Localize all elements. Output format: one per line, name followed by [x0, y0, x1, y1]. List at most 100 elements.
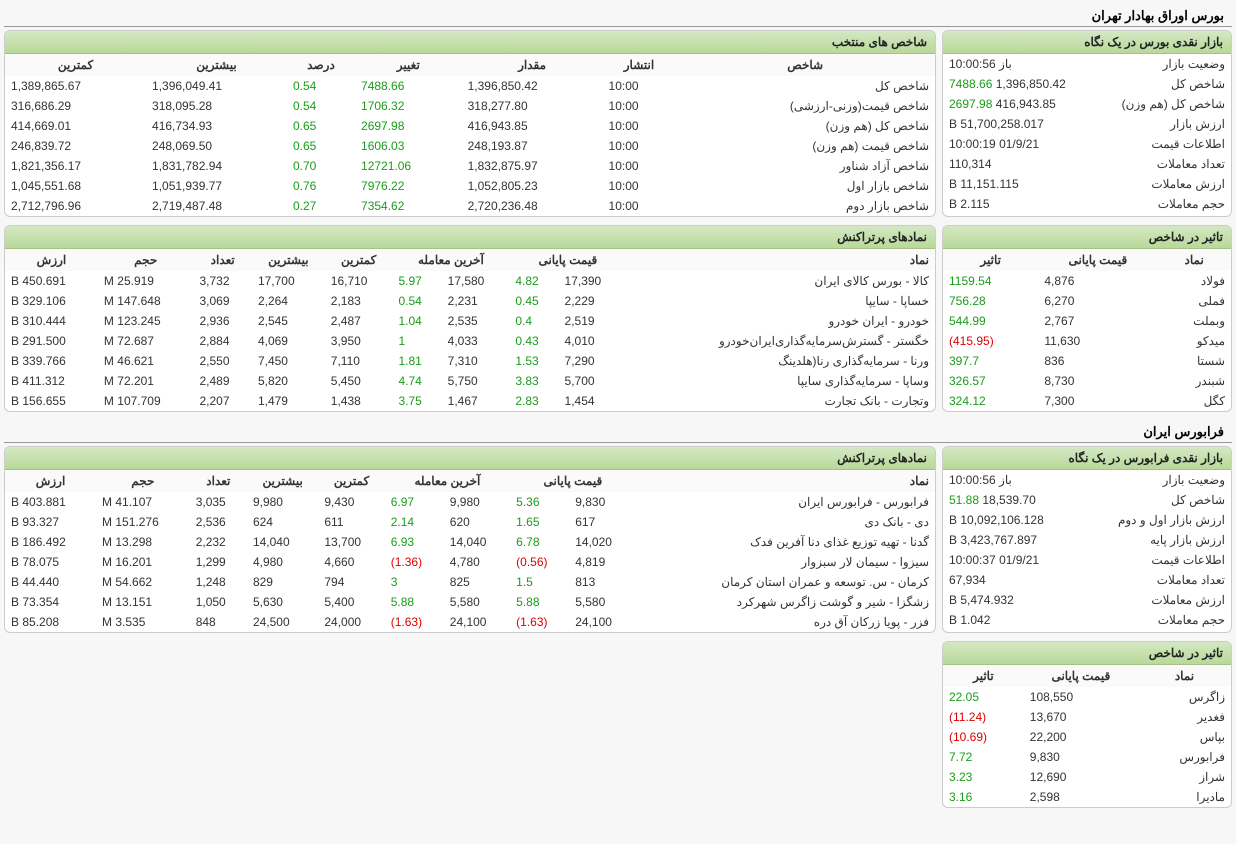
index-row[interactable]: شاخص قیمت (هم وزن)10:00248,193.871606.03…	[5, 136, 935, 156]
index-row[interactable]: شاخص کل10:001,396,850.427488.660.541,396…	[5, 76, 935, 96]
cell: 7,310	[442, 351, 510, 371]
cell: 825	[444, 572, 510, 592]
cell: 1,821,356.17	[5, 156, 146, 176]
cell: خودرو - ایران خودرو	[626, 311, 935, 331]
cell: 416,734.93	[146, 116, 287, 136]
col-min[interactable]: کمترین	[325, 249, 393, 271]
index-row[interactable]: شاخص بازار دوم10:002,720,236.487354.620.…	[5, 196, 935, 216]
glance-row: تعداد معاملات110,314	[943, 154, 1231, 174]
cell: خساپا - سایپا	[626, 291, 935, 311]
effect-row[interactable]: بپاس22,200(10.69)	[943, 727, 1231, 747]
glance-value: 51,700,258.017 B	[943, 114, 1087, 134]
effect-row[interactable]: فغدیر13,670(11.24)	[943, 707, 1231, 727]
col-index[interactable]: شاخص	[675, 54, 935, 76]
col-publish[interactable]: انتشار	[603, 54, 676, 76]
cell: 5,630	[247, 592, 318, 612]
cell: (1.63)	[510, 612, 569, 632]
col-effect[interactable]: تاثیر	[943, 665, 1024, 687]
col-symbol[interactable]: نماد	[1157, 249, 1231, 271]
cell: 2.83	[509, 391, 558, 411]
col-volume[interactable]: حجم	[96, 470, 190, 492]
cell: 16,710	[325, 271, 393, 291]
col-last-trade[interactable]: آخرین معامله	[393, 249, 510, 271]
index-row[interactable]: شاخص کل (هم وزن)10:00416,943.852697.980.…	[5, 116, 935, 136]
symbol-row[interactable]: خودرو - ایران خودرو2,5190.42,5351.042,48…	[5, 311, 935, 331]
effect-row[interactable]: مادیرا2,5983.16	[943, 787, 1231, 807]
col-last-trade[interactable]: آخرین معامله	[385, 470, 510, 492]
cell: 291.500 B	[5, 331, 98, 351]
col-symbol[interactable]: نماد	[626, 249, 935, 271]
symbol-row[interactable]: فرابورس - فرابورس ایران9,8305.369,9806.9…	[5, 492, 935, 512]
col-final-price[interactable]: قیمت پایانی	[1038, 249, 1157, 271]
price-cell: 2,767	[1038, 311, 1157, 331]
col-value[interactable]: مقدار	[462, 54, 603, 76]
effect-row[interactable]: شبندر8,730326.57	[943, 371, 1231, 391]
effect-row[interactable]: زاگرس108,55022.05	[943, 687, 1231, 707]
symbol-row[interactable]: وساپا - سرمایه‌گذاری سایپا5,7003.835,750…	[5, 371, 935, 391]
symbol-row[interactable]: خگستر - گسترش‌سرمایه‌گذاری‌ایران‌خودرو4,…	[5, 331, 935, 351]
index-row[interactable]: شاخص بازار اول10:001,052,805.237976.220.…	[5, 176, 935, 196]
symbol-row[interactable]: زشگزا - شیر و گوشت زاگرس شهرکرد5,5805.88…	[5, 592, 935, 612]
effect-row[interactable]: فرابورس9,8307.72	[943, 747, 1231, 767]
price-cell: 9,830	[1024, 747, 1138, 767]
col-change[interactable]: تغییر	[355, 54, 462, 76]
col-final-price[interactable]: قیمت پایانی	[509, 249, 626, 271]
col-symbol[interactable]: نماد	[1138, 665, 1231, 687]
cell: گدنا - تهیه توزیع غذای دنا آفرین فدک	[636, 532, 935, 552]
cell: دی - بانک دی	[636, 512, 935, 532]
cell: 2,229	[559, 291, 627, 311]
col-arzesh[interactable]: ارزش	[5, 249, 98, 271]
col-count[interactable]: تعداد	[190, 470, 247, 492]
glance-key: شاخص کل (هم وزن)	[1087, 94, 1231, 114]
cell: 2,545	[252, 311, 325, 331]
cell: 1,396,850.42	[462, 76, 603, 96]
col-arzesh[interactable]: ارزش	[5, 470, 96, 492]
glance-value: 3,423,767.897 B	[943, 530, 1087, 550]
effect-row[interactable]: شراز12,6903.23	[943, 767, 1231, 787]
symbol-cell: وبملت	[1157, 311, 1231, 331]
index-row[interactable]: شاخص آزاد شناور10:001,832,875.9712721.06…	[5, 156, 935, 176]
price-cell: 13,670	[1024, 707, 1138, 727]
symbol-row[interactable]: دی - بانک دی6171.656202.146116242,536151…	[5, 512, 935, 532]
col-symbol[interactable]: نماد	[636, 470, 935, 492]
col-effect[interactable]: تاثیر	[943, 249, 1038, 271]
effect-row[interactable]: وبملت2,767544.99	[943, 311, 1231, 331]
col-min[interactable]: کمترین	[318, 470, 384, 492]
col-max[interactable]: بیشترین	[146, 54, 287, 76]
cell: 10:00	[603, 196, 676, 216]
cell: 1.53	[509, 351, 558, 371]
col-count[interactable]: تعداد	[194, 249, 252, 271]
col-volume[interactable]: حجم	[98, 249, 194, 271]
cell: 1,479	[252, 391, 325, 411]
ifb-glance-table: وضعیت بازارباز 10:00:56شاخص کل18,539.70 …	[943, 470, 1231, 630]
effect-row[interactable]: فملی6,270756.28	[943, 291, 1231, 311]
symbol-row[interactable]: وتجارت - بانک تجارت1,4542.831,4673.751,4…	[5, 391, 935, 411]
cell: 2,712,796.96	[5, 196, 146, 216]
cell: 414,669.01	[5, 116, 146, 136]
effect-row[interactable]: فولاد4,8761159.54	[943, 271, 1231, 291]
effect-row[interactable]: میدکو11,630(415.95)	[943, 331, 1231, 351]
symbol-row[interactable]: سیزوا - سیمان لار سبزوار4,819(0.56)4,780…	[5, 552, 935, 572]
col-max[interactable]: بیشترین	[252, 249, 325, 271]
col-max[interactable]: بیشترین	[247, 470, 318, 492]
symbol-row[interactable]: فزر - پویا زرکان آق دره24,100(1.63)24,10…	[5, 612, 935, 632]
effect-row[interactable]: شستا836397.7	[943, 351, 1231, 371]
symbol-row[interactable]: گدنا - تهیه توزیع غذای دنا آفرین فدک14,0…	[5, 532, 935, 552]
cell: 93.327 B	[5, 512, 96, 532]
cell: 123.245 M	[98, 311, 194, 331]
col-final-price[interactable]: قیمت پایانی	[510, 470, 635, 492]
index-row[interactable]: شاخص قیمت(وزنی-ارزشی)10:00318,277.801706…	[5, 96, 935, 116]
effect-cell: 3.23	[943, 767, 1024, 787]
symbol-row[interactable]: کرمان - س. توسعه و عمران استان کرمان8131…	[5, 572, 935, 592]
symbol-row[interactable]: ورنا - سرمایه‌گذاری رنا(هلدینگ7,2901.537…	[5, 351, 935, 371]
symbol-row[interactable]: خساپا - سایپا2,2290.452,2310.542,1832,26…	[5, 291, 935, 311]
col-percent[interactable]: درصد	[287, 54, 355, 76]
glance-value: باز 10:00:56	[943, 470, 1087, 490]
glance-value: 01/9/21 10:00:19	[943, 134, 1087, 154]
col-min[interactable]: کمترین	[5, 54, 146, 76]
col-final-price[interactable]: قیمت پایانی	[1024, 665, 1138, 687]
cell: 4.74	[393, 371, 442, 391]
symbol-row[interactable]: کالا - بورس کالای ایران17,3904.8217,5805…	[5, 271, 935, 291]
cell: 5,400	[318, 592, 384, 612]
effect-row[interactable]: کگل7,300324.12	[943, 391, 1231, 411]
